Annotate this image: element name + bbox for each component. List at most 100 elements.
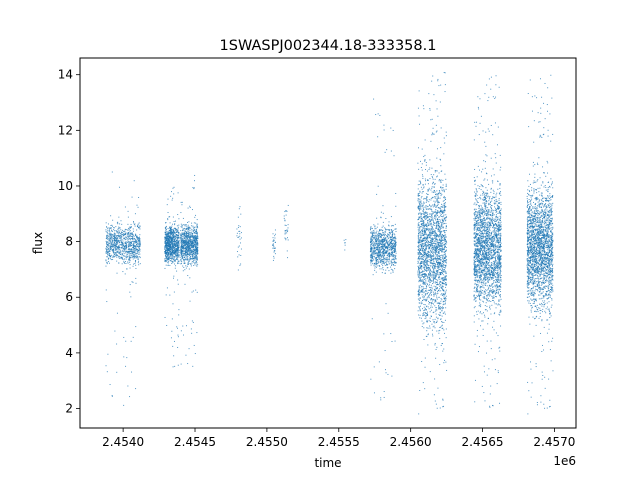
data-point bbox=[431, 218, 433, 220]
data-point bbox=[171, 234, 173, 236]
data-point bbox=[445, 267, 447, 269]
data-point bbox=[440, 159, 442, 161]
data-point bbox=[421, 220, 423, 222]
data-point bbox=[113, 237, 115, 239]
data-point bbox=[193, 244, 195, 246]
data-point bbox=[423, 288, 425, 290]
data-point bbox=[186, 252, 188, 254]
data-point bbox=[426, 335, 428, 337]
data-point bbox=[425, 241, 427, 243]
data-point bbox=[123, 253, 125, 255]
data-point bbox=[187, 235, 189, 237]
data-point bbox=[388, 245, 390, 247]
data-point bbox=[180, 245, 182, 247]
data-point bbox=[438, 290, 440, 292]
data-point bbox=[390, 254, 392, 256]
data-point bbox=[371, 251, 373, 253]
data-point bbox=[371, 240, 373, 242]
data-point bbox=[128, 242, 130, 244]
data-point bbox=[427, 260, 429, 262]
data-point bbox=[393, 155, 395, 157]
data-point bbox=[125, 238, 127, 240]
data-point bbox=[344, 242, 346, 244]
data-point bbox=[440, 270, 442, 272]
data-point bbox=[191, 234, 193, 236]
data-point bbox=[123, 248, 125, 250]
data-point bbox=[187, 230, 189, 232]
data-point bbox=[394, 256, 396, 258]
data-point bbox=[392, 269, 394, 271]
data-point bbox=[370, 246, 372, 248]
data-point bbox=[381, 234, 383, 236]
data-point bbox=[426, 257, 428, 259]
data-point bbox=[191, 222, 193, 224]
data-point bbox=[196, 232, 198, 234]
data-point bbox=[392, 229, 394, 231]
data-point bbox=[127, 250, 129, 252]
data-point bbox=[272, 237, 274, 239]
data-point bbox=[117, 234, 119, 236]
data-point bbox=[442, 286, 444, 288]
data-point bbox=[107, 248, 109, 250]
data-point bbox=[188, 245, 190, 247]
data-point bbox=[124, 262, 126, 264]
data-point bbox=[380, 237, 382, 239]
data-point bbox=[177, 234, 179, 236]
data-point bbox=[444, 201, 446, 203]
data-point bbox=[170, 250, 172, 252]
data-point bbox=[136, 248, 138, 250]
data-point bbox=[109, 240, 111, 242]
data-point bbox=[188, 236, 190, 238]
data-point bbox=[105, 265, 107, 267]
data-point bbox=[422, 382, 424, 384]
data-point bbox=[196, 249, 198, 251]
data-point bbox=[440, 127, 442, 129]
data-point bbox=[390, 239, 392, 241]
data-point bbox=[441, 282, 443, 284]
data-point bbox=[388, 258, 390, 260]
data-point bbox=[394, 243, 396, 245]
data-point bbox=[436, 297, 438, 299]
data-point bbox=[372, 237, 374, 239]
data-point bbox=[110, 237, 112, 239]
data-point bbox=[132, 230, 134, 232]
data-point bbox=[431, 288, 433, 290]
data-point bbox=[172, 251, 174, 253]
data-point bbox=[444, 246, 446, 248]
data-point bbox=[273, 239, 275, 241]
data-point bbox=[183, 236, 185, 238]
data-point bbox=[194, 257, 196, 259]
data-point bbox=[125, 262, 127, 264]
data-point bbox=[434, 258, 436, 260]
data-point bbox=[169, 227, 171, 229]
data-point bbox=[188, 260, 190, 262]
data-point bbox=[194, 248, 196, 250]
data-point bbox=[437, 255, 439, 257]
data-point bbox=[393, 254, 395, 256]
data-point bbox=[192, 254, 194, 256]
data-point bbox=[424, 308, 426, 310]
data-point bbox=[442, 260, 444, 262]
data-point bbox=[110, 247, 112, 249]
data-point bbox=[434, 294, 436, 296]
data-point bbox=[114, 240, 116, 242]
data-point bbox=[165, 256, 167, 258]
data-point bbox=[435, 309, 437, 311]
data-point bbox=[184, 256, 186, 258]
data-point bbox=[445, 225, 447, 227]
data-point bbox=[440, 235, 442, 237]
data-point bbox=[417, 224, 419, 226]
data-point bbox=[181, 261, 183, 263]
data-point bbox=[434, 235, 436, 237]
data-point bbox=[187, 264, 189, 266]
data-point bbox=[197, 235, 199, 237]
data-point bbox=[194, 243, 196, 245]
data-point bbox=[422, 248, 424, 250]
data-point bbox=[129, 242, 131, 244]
data-point bbox=[433, 211, 435, 213]
data-point bbox=[374, 269, 376, 271]
data-point bbox=[123, 237, 125, 239]
data-point bbox=[125, 247, 127, 249]
data-point bbox=[431, 118, 433, 120]
data-point bbox=[187, 253, 189, 255]
